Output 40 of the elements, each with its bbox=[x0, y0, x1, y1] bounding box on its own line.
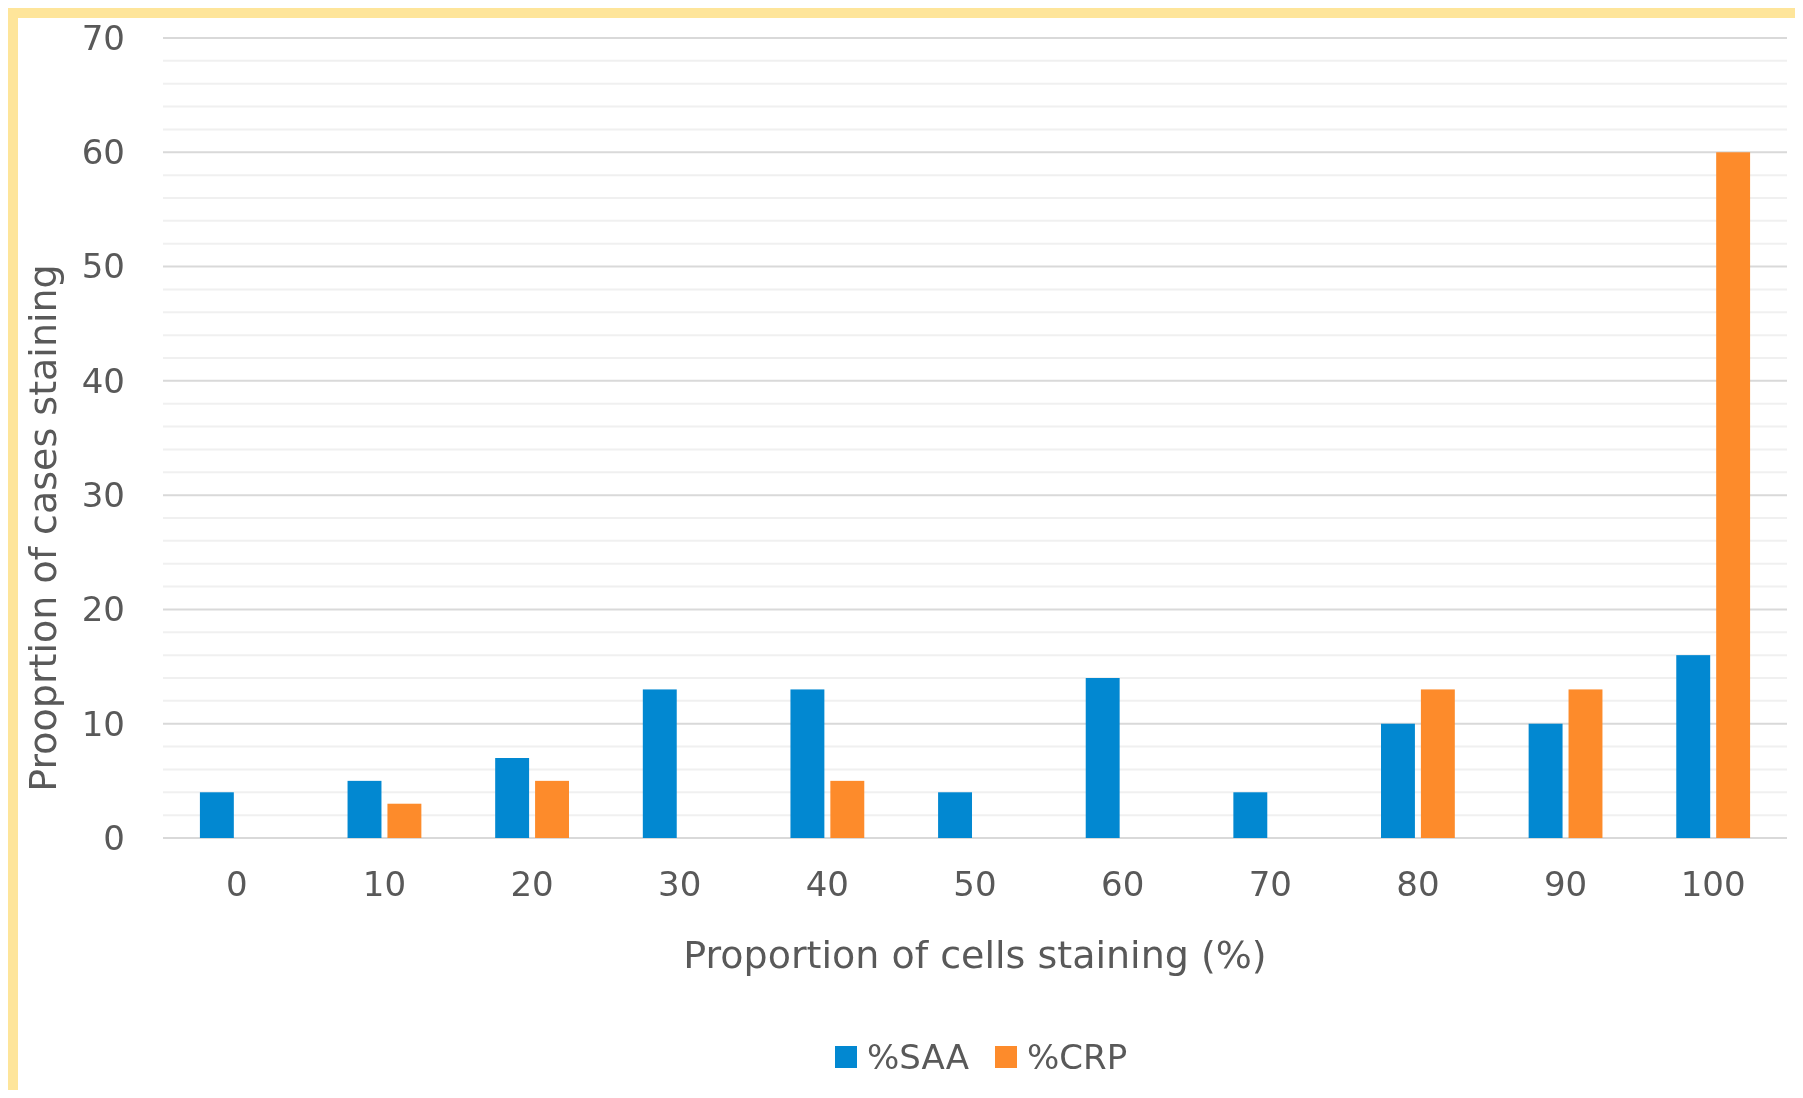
bar bbox=[830, 780, 865, 838]
bar bbox=[387, 803, 422, 838]
bar bbox=[1085, 678, 1120, 838]
bar bbox=[642, 689, 677, 838]
bar bbox=[199, 792, 234, 838]
bar bbox=[938, 792, 973, 838]
legend-label: %SAA bbox=[867, 1036, 969, 1077]
x-tick-label: 50 bbox=[953, 864, 997, 904]
x-tick-label: 60 bbox=[1101, 864, 1145, 904]
x-tick-label: 30 bbox=[658, 864, 702, 904]
bar bbox=[1716, 152, 1751, 838]
y-axis-title: Prooprtion of cases staining bbox=[21, 264, 65, 792]
bar bbox=[535, 780, 569, 838]
y-tick-label: 20 bbox=[81, 589, 125, 630]
x-tick-label: 40 bbox=[805, 864, 849, 904]
legend-label: %CRP bbox=[1027, 1036, 1128, 1077]
x-tick-label: 70 bbox=[1248, 864, 1292, 904]
bar bbox=[1528, 723, 1563, 838]
y-tick-label: 40 bbox=[81, 360, 125, 401]
bar bbox=[790, 689, 825, 838]
bar bbox=[347, 780, 382, 838]
x-tick-label: 80 bbox=[1396, 864, 1440, 904]
x-tick-label: 20 bbox=[510, 864, 554, 904]
x-tick-label: 90 bbox=[1543, 864, 1588, 904]
y-tick-label: 0 bbox=[103, 817, 125, 858]
y-tick-label: 10 bbox=[81, 703, 125, 744]
x-tick-label: 0 bbox=[226, 864, 248, 904]
y-tick-label: 60 bbox=[81, 132, 125, 173]
y-tick-label: 30 bbox=[81, 475, 125, 516]
bar bbox=[1568, 689, 1603, 838]
bar bbox=[1420, 689, 1455, 838]
bar bbox=[1233, 792, 1268, 838]
bar bbox=[495, 758, 530, 838]
y-tick-label: 70 bbox=[81, 17, 125, 58]
bar bbox=[1676, 655, 1711, 838]
x-tick-label: 100 bbox=[1680, 864, 1746, 904]
y-tick-label: 50 bbox=[81, 246, 125, 287]
bar bbox=[1381, 723, 1415, 838]
x-axis-title: Proportion of cells staining (%) bbox=[683, 933, 1267, 977]
x-tick-label: 10 bbox=[362, 864, 407, 904]
